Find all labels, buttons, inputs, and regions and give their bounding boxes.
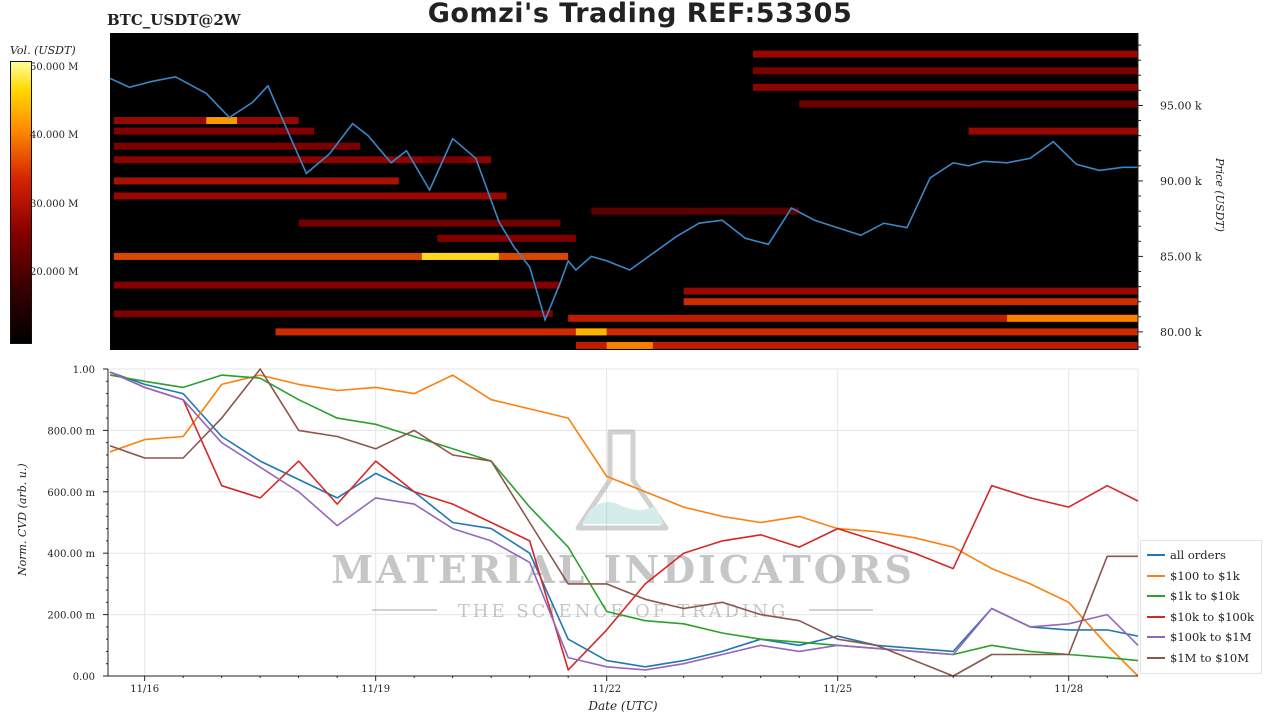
watermark-name: MATERIAL INDICATORS bbox=[331, 547, 915, 592]
y-tick-label: 800.00 m bbox=[47, 426, 95, 437]
legend-label: all orders bbox=[1170, 548, 1226, 563]
liquidity-band bbox=[752, 50, 1138, 58]
legend-item: $10k to $100k bbox=[1147, 607, 1261, 628]
x-tick-label: 11/22 bbox=[592, 684, 621, 695]
y-tick-label: 200.00 m bbox=[47, 611, 95, 622]
heatmap-chart: 80.00 k 85.00 k 90.00 k 95.00 k bbox=[109, 33, 1202, 350]
y-tick-label: 1.00 bbox=[73, 365, 95, 376]
liquidity-band bbox=[113, 192, 507, 200]
series-line bbox=[109, 374, 1139, 677]
legend-item: $1k to $10k bbox=[1147, 586, 1261, 607]
liquidity-band bbox=[683, 287, 1138, 295]
x-tick-label: 11/16 bbox=[130, 684, 159, 695]
price-tick-label: 85.00 k bbox=[1160, 250, 1202, 263]
legend-swatch bbox=[1147, 636, 1165, 639]
liquidity-band bbox=[113, 127, 315, 135]
legend-swatch bbox=[1147, 595, 1165, 598]
liquidity-band bbox=[113, 252, 569, 260]
legend-item: $100 to $1k bbox=[1147, 566, 1261, 587]
legend-swatch bbox=[1147, 574, 1165, 577]
liquidity-band bbox=[275, 328, 1138, 336]
x-axis-label: Date (UTC) bbox=[588, 699, 658, 713]
cvd-axis-label: Norm. CVD (arb. u.) bbox=[16, 463, 29, 577]
liquidity-band bbox=[606, 341, 653, 349]
legend-item: all orders bbox=[1147, 545, 1261, 566]
y-tick-label: 400.00 m bbox=[47, 549, 95, 560]
flask-icon bbox=[575, 429, 669, 531]
legend-label: $1M to $10M bbox=[1170, 650, 1249, 665]
colorbar-tick: 30.000 M bbox=[30, 199, 79, 210]
liquidity-band bbox=[568, 314, 1138, 322]
legend-swatch bbox=[1147, 656, 1165, 659]
legend-item: $100k to $1M bbox=[1147, 627, 1261, 648]
y-tick-label: 600.00 m bbox=[47, 488, 95, 499]
liquidity-band bbox=[683, 298, 1138, 306]
legend-swatch bbox=[1147, 615, 1165, 618]
liquidity-band bbox=[113, 310, 553, 318]
price-axis-label: Price (USDT) bbox=[1213, 158, 1226, 232]
price-tick-label: 80.00 k bbox=[1160, 326, 1202, 339]
colorbar-tick: 40.000 M bbox=[30, 130, 79, 141]
legend-label: $100 to $1k bbox=[1170, 568, 1240, 583]
liquidity-band bbox=[1007, 314, 1138, 322]
series-line bbox=[109, 368, 1138, 677]
cvd-plot-area bbox=[107, 368, 1139, 677]
price-line bbox=[109, 75, 1138, 323]
legend-label: $10k to $100k bbox=[1170, 609, 1255, 624]
liquidity-band bbox=[752, 67, 1138, 75]
liquidity-band bbox=[113, 177, 399, 185]
series-line bbox=[109, 371, 1139, 668]
x-tick-label: 11/25 bbox=[823, 684, 852, 695]
liquidity-band bbox=[298, 219, 561, 227]
series-line bbox=[109, 371, 1139, 671]
liquidity-band bbox=[575, 328, 607, 336]
liquidity-band bbox=[113, 281, 561, 289]
series-line bbox=[109, 374, 1139, 662]
colorbar-title: Vol. (USDT) bbox=[10, 44, 76, 57]
price-tick-label: 90.00 k bbox=[1160, 175, 1202, 188]
x-tick-label: 11/28 bbox=[1054, 684, 1083, 695]
legend: all orders $100 to $1k $1k to $10k $10k to … bbox=[1140, 540, 1262, 674]
colorbar-tick: 20.000 M bbox=[30, 267, 79, 278]
liquidity-band bbox=[113, 142, 361, 150]
liquidity-band bbox=[421, 156, 469, 164]
price-tick-label: 95.00 k bbox=[1160, 99, 1202, 112]
flask-liquid bbox=[582, 501, 664, 524]
liquidity-band bbox=[591, 207, 800, 215]
liquidity-band bbox=[799, 100, 1138, 108]
x-tick-label: 11/19 bbox=[361, 684, 390, 695]
colorbar bbox=[10, 61, 32, 344]
liquidity-band bbox=[437, 234, 576, 242]
symbol-label: BTC_USDT@2W bbox=[107, 11, 241, 29]
legend-swatch bbox=[1147, 554, 1165, 557]
liquidity-band bbox=[968, 127, 1138, 135]
chart-title: Gomzi's Trading REF:53305 bbox=[427, 0, 853, 29]
y-tick-label: 0.00 bbox=[73, 672, 95, 683]
colorbar-tick: 50.000 M bbox=[30, 62, 79, 73]
legend-item: $1M to $10M bbox=[1147, 648, 1261, 669]
liquidity-band bbox=[575, 341, 1138, 349]
liquidity-band bbox=[752, 83, 1138, 91]
liquidity-band bbox=[113, 156, 492, 164]
legend-label: $100k to $1M bbox=[1170, 630, 1252, 645]
liquidity-band bbox=[421, 252, 499, 260]
legend-label: $1k to $10k bbox=[1170, 589, 1240, 604]
liquidity-band bbox=[206, 117, 238, 125]
